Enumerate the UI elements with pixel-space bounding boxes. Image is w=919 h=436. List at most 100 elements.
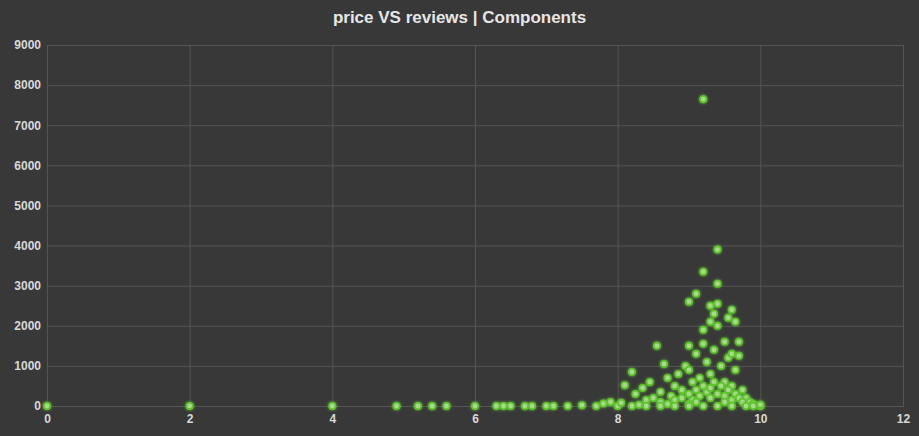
point bbox=[689, 379, 695, 385]
point bbox=[593, 403, 599, 409]
point bbox=[693, 387, 699, 393]
point bbox=[732, 319, 738, 325]
point bbox=[707, 385, 713, 391]
point bbox=[472, 403, 478, 409]
title: price VS reviews | Components bbox=[333, 8, 586, 27]
y-tick: 8000 bbox=[14, 78, 903, 92]
point bbox=[732, 367, 738, 373]
point bbox=[507, 403, 513, 409]
point bbox=[639, 385, 645, 391]
y-tick-label: 3000 bbox=[14, 279, 41, 293]
point bbox=[704, 359, 710, 365]
point bbox=[679, 387, 685, 393]
x-grid-line bbox=[332, 45, 333, 406]
x-tick: 12 bbox=[897, 45, 911, 426]
point bbox=[493, 403, 499, 409]
chart: price VS reviews | Components02468101201… bbox=[0, 0, 919, 436]
point bbox=[522, 403, 528, 409]
y-tick-label: 2000 bbox=[14, 319, 41, 333]
point bbox=[672, 403, 678, 409]
point bbox=[686, 343, 692, 349]
point bbox=[686, 391, 692, 397]
y-tick: 9000 bbox=[14, 38, 903, 52]
point bbox=[607, 399, 613, 405]
x-axis-line bbox=[48, 45, 904, 407]
x-tick: 2 bbox=[187, 45, 194, 426]
point bbox=[664, 401, 670, 407]
point bbox=[739, 387, 745, 393]
y-tick-label: 1000 bbox=[14, 359, 41, 373]
y-grid-line bbox=[47, 366, 903, 367]
point bbox=[622, 382, 628, 388]
point bbox=[543, 403, 549, 409]
point bbox=[443, 403, 449, 409]
background bbox=[0, 0, 919, 436]
point bbox=[393, 403, 399, 409]
point bbox=[707, 303, 713, 309]
point bbox=[415, 403, 421, 409]
point bbox=[718, 363, 724, 369]
point bbox=[750, 403, 756, 409]
point bbox=[700, 268, 706, 274]
point bbox=[693, 399, 699, 405]
point bbox=[186, 403, 192, 409]
point bbox=[721, 399, 727, 405]
y-grid-line bbox=[47, 165, 903, 166]
y-tick: 0 bbox=[34, 399, 903, 413]
point bbox=[700, 327, 706, 333]
y-axis: 0 1000 2000 3000 4000 5000 6000 7000 8000 9000 bbox=[14, 38, 903, 413]
y-tick-label: 5000 bbox=[14, 199, 41, 213]
point bbox=[600, 400, 606, 406]
y-tick-label: 8000 bbox=[14, 78, 41, 92]
point bbox=[714, 403, 720, 409]
y-tick-label: 0 bbox=[34, 399, 41, 413]
point bbox=[643, 403, 649, 409]
x-tick-label: 8 bbox=[615, 412, 622, 426]
point bbox=[693, 290, 699, 296]
point bbox=[711, 311, 717, 317]
y-tick: 5000 bbox=[14, 199, 903, 213]
x-tick-label: 4 bbox=[329, 412, 336, 426]
x-tick-label: 0 bbox=[44, 412, 51, 426]
x-grid-line bbox=[190, 45, 191, 406]
point bbox=[700, 96, 706, 102]
y-tick: 4000 bbox=[14, 239, 903, 253]
point bbox=[721, 339, 727, 345]
point bbox=[757, 402, 763, 408]
point bbox=[632, 391, 638, 397]
point bbox=[707, 395, 713, 401]
y-tick: 3000 bbox=[14, 279, 903, 293]
point bbox=[693, 351, 699, 357]
y-grid-line bbox=[47, 246, 903, 247]
point bbox=[700, 403, 706, 409]
point bbox=[700, 341, 706, 347]
point bbox=[654, 343, 660, 349]
point bbox=[729, 351, 735, 357]
point bbox=[686, 299, 692, 305]
point bbox=[329, 403, 335, 409]
y-tick-label: 9000 bbox=[14, 38, 41, 52]
point bbox=[529, 403, 535, 409]
x-grid-line bbox=[618, 45, 619, 406]
point bbox=[679, 395, 685, 401]
point bbox=[550, 403, 556, 409]
y-tick-label: 6000 bbox=[14, 159, 41, 173]
point bbox=[714, 323, 720, 329]
point bbox=[565, 403, 571, 409]
point bbox=[700, 383, 706, 389]
y-tick: 6000 bbox=[14, 159, 903, 173]
point bbox=[429, 403, 435, 409]
point bbox=[714, 280, 720, 286]
x-tick-label: 12 bbox=[897, 412, 911, 426]
point bbox=[729, 307, 735, 313]
points bbox=[44, 96, 764, 409]
point bbox=[647, 379, 653, 385]
point bbox=[725, 315, 731, 321]
point bbox=[657, 403, 663, 409]
x-axis: 024681012 bbox=[44, 45, 910, 426]
point bbox=[697, 375, 703, 381]
y-grid-line bbox=[47, 85, 903, 86]
point bbox=[500, 403, 506, 409]
y-tick-label: 7000 bbox=[14, 119, 41, 133]
point bbox=[675, 371, 681, 377]
